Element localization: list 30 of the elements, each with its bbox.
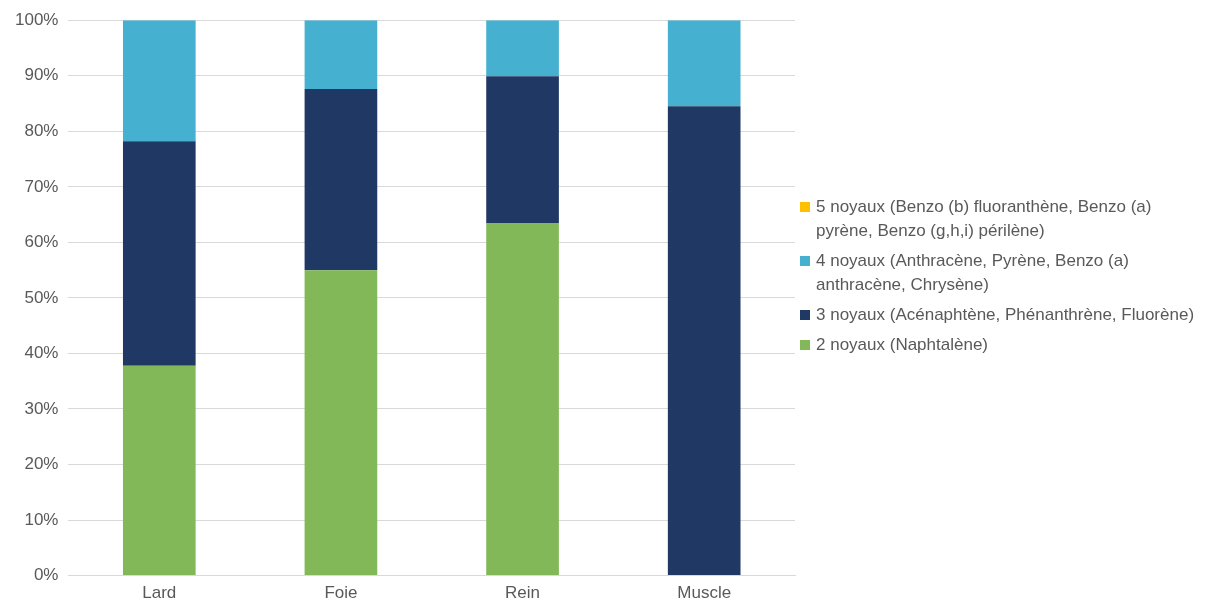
legend-label: 5 noyaux (Benzo (b) fluoranthène, Benzo (a) pyrène, Benzo (g,h,i) périlène) xyxy=(816,196,1153,242)
y-tick-label: 100% xyxy=(15,9,59,29)
bar xyxy=(486,76,559,223)
bar xyxy=(486,222,559,576)
x-tick-label: Lard xyxy=(142,583,177,603)
bar xyxy=(486,20,559,77)
y-tick-label: 90% xyxy=(24,65,59,85)
legend-label: 3 noyaux (Acénaphtène, Phénanthrène, Fluorène) xyxy=(816,304,1195,326)
y-tick-label: 60% xyxy=(24,232,59,252)
bar xyxy=(122,141,196,366)
y-tick-label: 50% xyxy=(24,287,59,307)
bar xyxy=(122,365,196,576)
legend-label: 4 noyaux (Anthracène, Pyrène, Benzo (a) anthracène, Chrysène) xyxy=(816,250,1130,296)
y-tick-label: 30% xyxy=(24,398,59,418)
bar xyxy=(304,270,378,576)
x-tick-label: Foie xyxy=(324,583,358,603)
bar xyxy=(667,106,741,576)
y-tick-label: 20% xyxy=(24,454,59,474)
bar xyxy=(304,89,378,271)
bar xyxy=(304,20,378,90)
x-tick-label: Rein xyxy=(505,583,541,603)
y-tick-label: 0% xyxy=(33,565,59,585)
y-tick-label: 10% xyxy=(24,509,59,529)
y-tick-label: 40% xyxy=(24,343,59,363)
x-tick-label: Muscle xyxy=(677,583,732,603)
bar xyxy=(667,20,741,107)
bar xyxy=(122,20,196,142)
legend-label: 2 noyaux (Naphtalène) xyxy=(816,334,989,356)
y-tick-label: 80% xyxy=(24,120,59,140)
y-tick-label: 70% xyxy=(24,176,59,196)
